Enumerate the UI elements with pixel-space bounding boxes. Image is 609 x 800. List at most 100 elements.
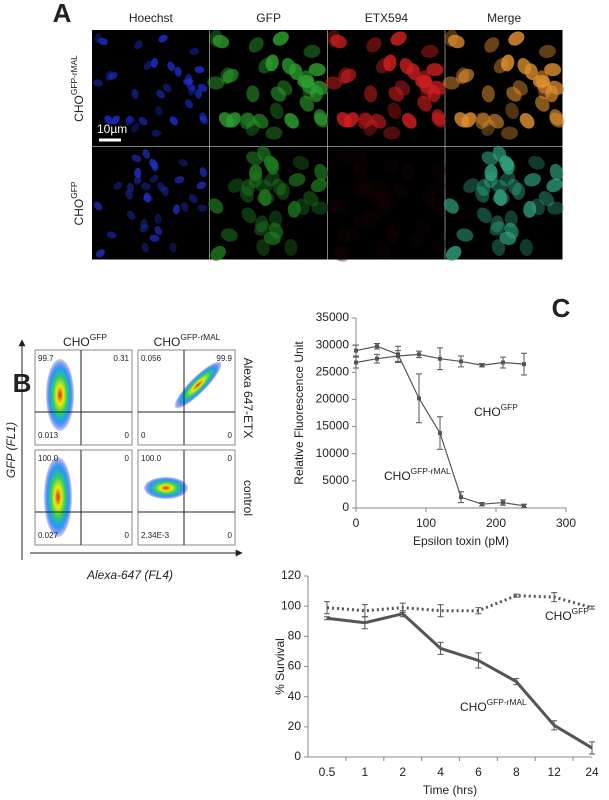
- cell: [131, 123, 140, 133]
- cell: [186, 82, 196, 91]
- cell: [188, 194, 198, 203]
- cell: [458, 68, 475, 84]
- error-bar: [513, 678, 520, 686]
- cell: [463, 178, 480, 193]
- cell: [210, 245, 226, 261]
- cell: [133, 175, 142, 185]
- marker: [522, 503, 526, 508]
- cell: [454, 112, 470, 128]
- cell: [456, 228, 474, 242]
- cell: [295, 198, 310, 216]
- cell: [161, 186, 169, 197]
- error-bar: [589, 605, 595, 610]
- cell: [158, 34, 168, 43]
- cell: [353, 183, 370, 199]
- label-superscript: GFP-rMAL: [69, 55, 79, 95]
- cell: [154, 213, 162, 224]
- cell: [431, 164, 446, 181]
- y-axis-label: % Survival: [273, 638, 287, 695]
- cell: [477, 179, 491, 197]
- cell: [93, 201, 103, 211]
- cell: [126, 182, 135, 193]
- y-tick-label: 15000: [316, 419, 350, 433]
- marker: [354, 348, 358, 353]
- cell: [536, 79, 552, 95]
- cell: [388, 86, 404, 102]
- cell: [401, 163, 415, 181]
- cell: [194, 66, 205, 74]
- cell: [490, 215, 504, 233]
- y-tick-label: 0: [294, 749, 301, 763]
- x-tick-label: 1: [362, 765, 369, 779]
- cell: [531, 198, 545, 216]
- cell: [218, 112, 234, 128]
- cell: [277, 80, 293, 96]
- cell: [431, 109, 446, 126]
- cell: [504, 222, 519, 239]
- marker: [522, 362, 526, 367]
- series-label: CHOGFP-rMAL: [460, 697, 527, 714]
- cell: [310, 178, 328, 193]
- cell: [196, 181, 207, 190]
- quadrant-value: 100.0: [141, 454, 162, 463]
- cell: [174, 176, 185, 184]
- quadrant-value: 0: [228, 431, 233, 440]
- cell: [254, 221, 271, 236]
- cell: [94, 33, 102, 44]
- cell: [292, 155, 310, 170]
- cell: [139, 224, 149, 233]
- error-bar: [475, 607, 482, 615]
- cell: [368, 189, 384, 205]
- cell: [393, 183, 409, 199]
- cell: [272, 178, 286, 196]
- cell: [546, 178, 563, 193]
- cell: [481, 85, 495, 103]
- error-bar: [513, 593, 520, 598]
- cell: [430, 196, 444, 214]
- x-tick-label: 0.5: [319, 765, 336, 779]
- label-superscript: GFP-rMAL: [487, 697, 527, 707]
- cell: [178, 159, 189, 167]
- error-bar: [361, 616, 368, 630]
- density-cloud: [144, 477, 188, 499]
- cell: [263, 171, 280, 187]
- cell: [197, 204, 208, 212]
- cell: [385, 228, 399, 245]
- cell: [426, 63, 444, 77]
- cell: [330, 199, 348, 214]
- cell: [395, 80, 411, 96]
- quadrant-value: 0: [141, 431, 146, 440]
- cell: [414, 220, 432, 235]
- series-label: CHOGFP-rMAL: [384, 466, 451, 483]
- cell: [357, 112, 372, 130]
- y-tick-label: 30000: [316, 337, 350, 351]
- cell: [289, 63, 303, 81]
- cell: [162, 83, 172, 93]
- error-bar: [437, 604, 444, 618]
- cell: [491, 239, 506, 256]
- row-label: Alexa 647-ETX: [241, 358, 255, 439]
- cell: [138, 116, 148, 126]
- cell: [409, 232, 425, 249]
- cell: [300, 79, 317, 95]
- label-superscript: GFP-rMAL: [180, 332, 220, 342]
- cell: [340, 68, 357, 84]
- label-superscript: GFP: [69, 181, 79, 199]
- cell: [288, 173, 306, 187]
- error-bar: [399, 610, 406, 618]
- cell: [504, 210, 518, 228]
- cell: [375, 243, 391, 260]
- cell: [327, 29, 341, 47]
- cell: [134, 167, 142, 178]
- cell: [349, 147, 367, 161]
- cell: [151, 129, 162, 137]
- cell: [154, 226, 163, 236]
- y-tick-label: 25000: [316, 364, 350, 378]
- x-tick-label: 200: [486, 516, 506, 530]
- cell: [528, 155, 545, 170]
- x-axis-label: Epsilon toxin (pM): [413, 534, 509, 548]
- cell: [417, 95, 432, 112]
- cell: [373, 202, 388, 219]
- cell: [241, 207, 257, 224]
- cell: [252, 113, 269, 129]
